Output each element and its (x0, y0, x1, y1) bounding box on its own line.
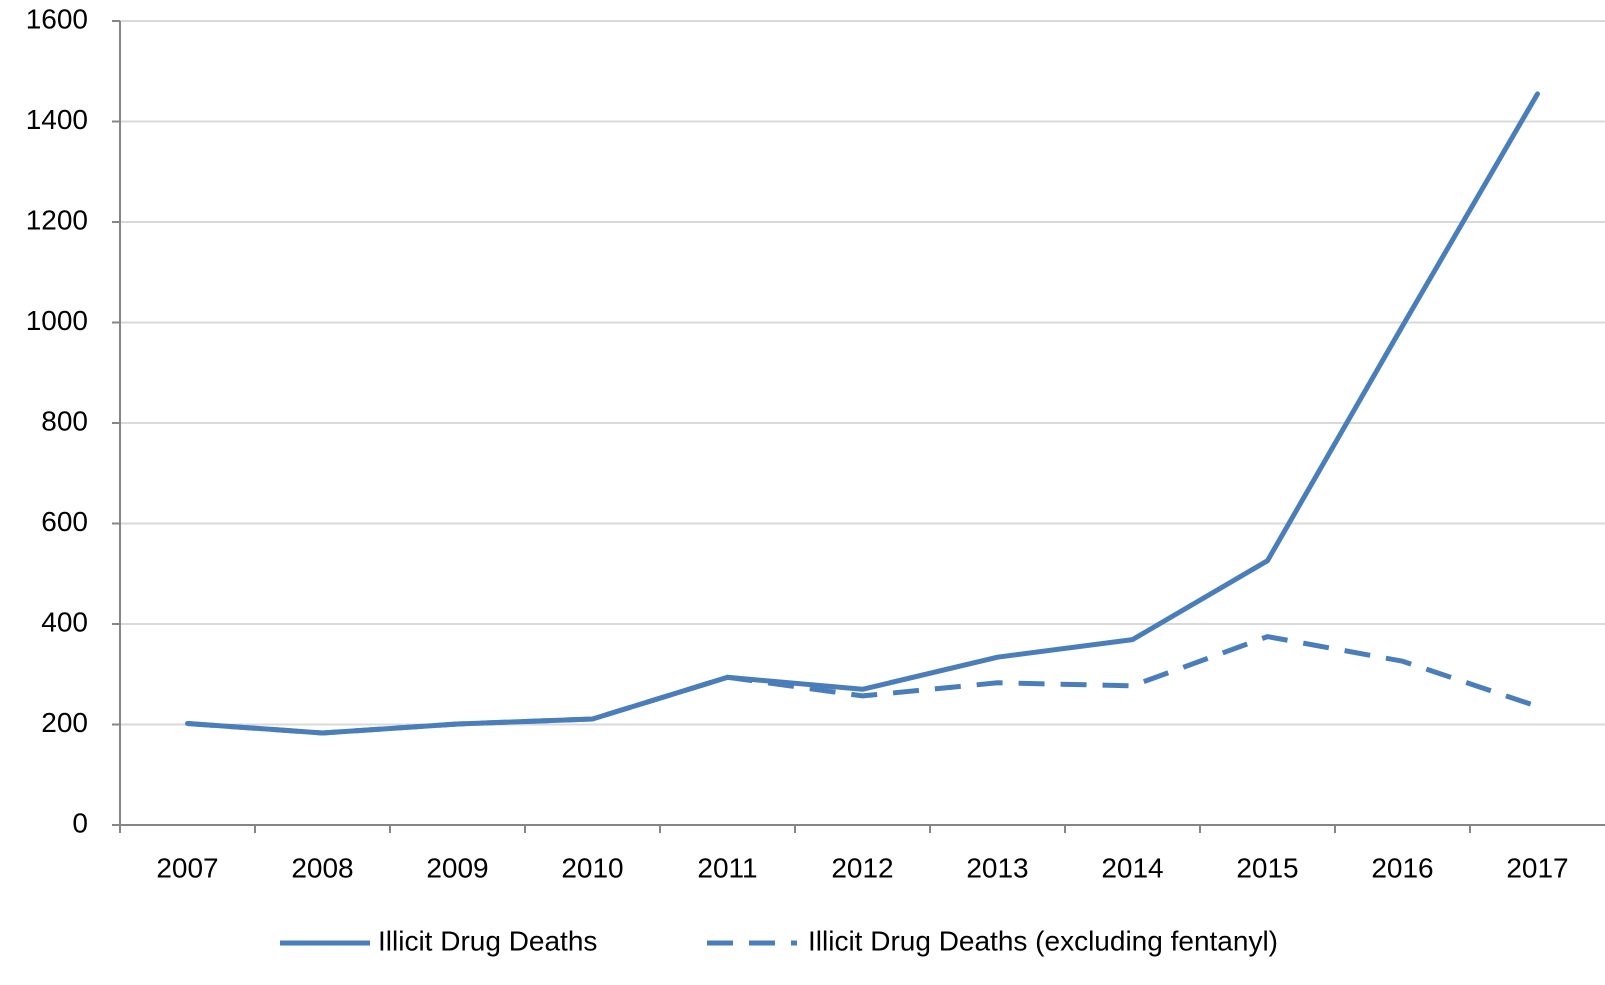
y-tick-label: 1000 (26, 305, 88, 336)
data-point (455, 721, 460, 726)
x-tick-label: 2013 (966, 852, 1028, 883)
y-tick-labels: 0 200 400 600 800 1000 1200 1400 1600 (26, 3, 88, 838)
x-tick-label: 2007 (156, 852, 218, 883)
y-tick-label: 600 (41, 506, 88, 537)
legend: Illicit Drug Deaths Illicit Drug Deaths (… (280, 925, 1278, 956)
legend-label: Illicit Drug Deaths (378, 925, 597, 956)
series-lines (185, 91, 1540, 736)
data-point (995, 680, 1000, 685)
x-tick-label: 2014 (1101, 852, 1163, 883)
data-point (860, 687, 865, 692)
data-point (320, 731, 325, 736)
data-point (1400, 324, 1405, 329)
gridlines (120, 20, 1605, 726)
data-point (1265, 634, 1270, 639)
legend-label: Illicit Drug Deaths (excluding fentanyl) (808, 925, 1278, 956)
x-tick-label: 2012 (831, 852, 893, 883)
x-tick-labels: 2007 2008 2009 2010 2011 2012 2013 2014 2015 2016… (156, 852, 1568, 883)
data-point (1535, 704, 1540, 709)
y-tick-label: 1200 (26, 204, 88, 235)
y-tick-label: 400 (41, 606, 88, 637)
data-point (1130, 637, 1135, 642)
data-point (590, 716, 595, 721)
x-tick-label: 2015 (1236, 852, 1298, 883)
y-tick-label: 800 (41, 405, 88, 436)
data-point (1265, 558, 1270, 563)
data-point (860, 693, 865, 698)
data-point (995, 655, 1000, 660)
y-tick-label: 1400 (26, 104, 88, 135)
data-point (1130, 683, 1135, 688)
x-tick-label: 2010 (561, 852, 623, 883)
data-point (1400, 659, 1405, 664)
y-tick-label: 200 (41, 707, 88, 738)
x-tick-label: 2016 (1371, 852, 1433, 883)
data-point (725, 675, 730, 680)
x-tick-label: 2011 (697, 852, 757, 883)
x-tick-label: 2017 (1506, 852, 1568, 883)
x-tick-label: 2009 (426, 852, 488, 883)
data-point (1535, 91, 1540, 96)
series-line-illicit-drug-deaths (185, 91, 1540, 736)
series-line-excluding-fentanyl (187, 634, 1539, 736)
y-tick-label: 1600 (26, 3, 88, 34)
y-tick-label: 0 (72, 807, 88, 838)
data-point (185, 721, 190, 726)
x-tick-label: 2008 (291, 852, 353, 883)
axes (112, 20, 1605, 833)
